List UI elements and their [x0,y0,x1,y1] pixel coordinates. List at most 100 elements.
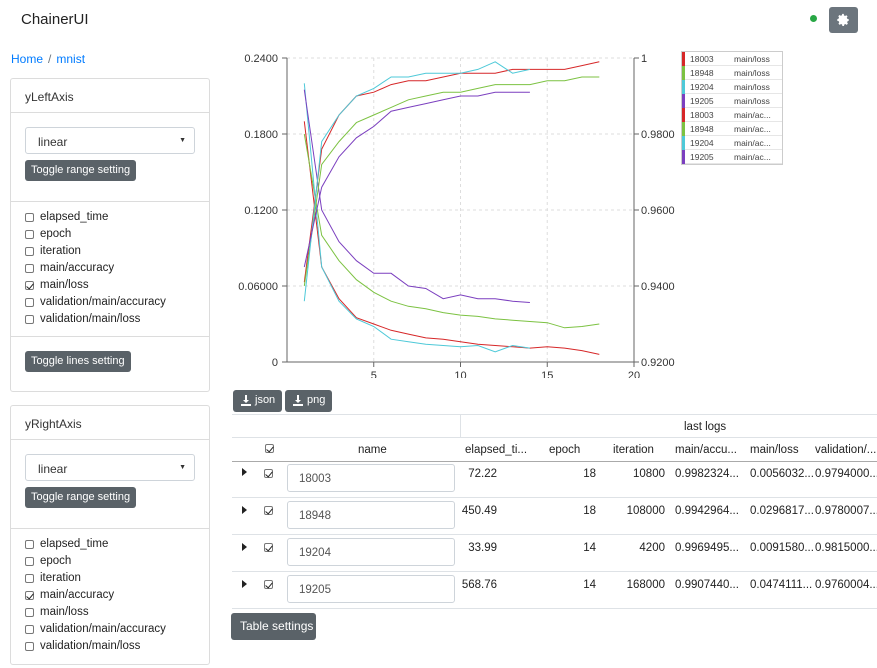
y-right-axis-key-list: elapsed_time epoch iteration main/accura… [11,528,209,668]
y-right-key-label: validation/main/accuracy [40,623,166,635]
last-logs-header: last logs [684,421,727,433]
y-right-key-validation-main-accuracy-checkbox[interactable] [25,625,34,634]
column-header-name[interactable]: name [358,444,387,456]
y-right-key-iteration-checkbox[interactable] [25,574,34,583]
result-name-input[interactable]: 18948 [287,501,455,529]
y-left-key-main-loss-checkbox[interactable] [25,281,34,290]
header-rule [232,437,877,438]
row-expand-caret-right-icon[interactable] [242,580,247,588]
row-select-checkbox[interactable] [264,469,273,478]
y-right-key-main-loss-checkbox[interactable] [25,608,34,617]
result-name-input[interactable]: 19204 [287,538,455,566]
legend-item[interactable]: 19205 main/loss [682,94,782,108]
column-header-main-loss[interactable]: main/loss [750,444,799,456]
column-header-main-accuracy[interactable]: main/accu... [675,444,737,456]
y-left-toggle-range-button[interactable]: Toggle range setting [25,160,137,181]
column-header-validation[interactable]: validation/... [815,444,877,456]
y-left-key-elapsed-time-checkbox[interactable] [25,213,34,222]
series-line-19204-main-accuracy [303,61,531,302]
row-rule [232,571,877,572]
cell-validation: 0.9780007... [815,505,877,517]
cell-epoch: 14 [583,542,596,554]
y-right-key-elapsed-time-checkbox[interactable] [25,540,34,549]
cell-validation: 0.9794000... [815,468,877,480]
y-left-key-main-accuracy-checkbox[interactable] [25,264,34,273]
legend-swatch [682,94,685,108]
x-tick-label: 20 [628,370,640,378]
cell-epoch: 18 [583,468,596,480]
app-title[interactable]: ChainerUI [21,11,89,28]
column-header-iteration[interactable]: iteration [613,444,654,456]
settings-button[interactable] [829,7,858,33]
row-select-checkbox[interactable] [264,580,273,589]
x-tick-label: 5 [371,370,377,378]
y-right-tick-label: 0.9400 [641,281,675,293]
result-name-input[interactable]: 19205 [287,575,455,603]
y-left-key-iteration-checkbox[interactable] [25,247,34,256]
legend-item[interactable]: 19204 main/loss [682,80,782,94]
legend-result-id: 19205 [690,152,714,162]
legend-item[interactable]: 19205 main/ac... [682,150,782,164]
chart-legend: 18003 main/loss 18948 main/loss 19204 main/lo… [681,51,783,165]
legend-result-id: 19204 [690,82,714,92]
y-right-axis-scale-select[interactable]: linear ▼ [25,454,195,481]
column-header-elapsed-time[interactable]: elapsed_ti... [465,444,528,456]
y-right-key-label: main/loss [40,606,89,618]
y-right-key-label: validation/main/loss [40,640,141,652]
y-left-axis-scale-value: linear [38,135,68,149]
y-right-key-main-accuracy-checkbox[interactable] [25,591,34,600]
cell-main-accuracy: 0.9969495... [675,542,739,554]
cell-main-loss: 0.0474111... [750,579,813,591]
line-chart[interactable]: 0 0.06000 0.1200 0.1800 0.2400 5 10 15 200.9200 0… [232,48,802,382]
y-left-toggle-lines-button[interactable]: Toggle lines setting [25,351,131,372]
download-json-button[interactable]: json [233,390,283,412]
series-line-19205-main-loss [303,89,530,303]
series-line-19205-main-accuracy [303,91,530,268]
header-divider [460,415,461,437]
cell-elapsed: 33.99 [468,542,497,554]
y-right-tick-label: 1 [641,53,647,65]
y-right-toggle-range-button[interactable]: Toggle range setting [25,487,137,508]
y-left-key-label: validation/main/accuracy [40,296,166,308]
breadcrumb-separator: / [48,52,52,66]
row-expand-caret-right-icon[interactable] [242,506,247,514]
y-right-key-label: elapsed_time [40,538,109,550]
cell-elapsed: 568.76 [461,579,497,591]
legend-item[interactable]: 18003 main/ac... [682,108,782,122]
select-all-checkbox[interactable] [265,444,274,453]
y-left-key-epoch-checkbox[interactable] [25,230,34,239]
row-select-checkbox[interactable] [264,543,273,552]
cell-main-accuracy: 0.9982324... [675,468,739,480]
chevron-down-icon: ▼ [179,137,186,144]
download-png-button[interactable]: png [285,390,333,412]
chart-area: 0 0.06000 0.1200 0.1800 0.2400 5 10 15 20 0.9200 0… [232,48,802,382]
y-left-axis-scale-select[interactable]: linear ▼ [25,127,195,154]
y-right-key-epoch-checkbox[interactable] [25,557,34,566]
y-left-key-validation-main-accuracy-checkbox[interactable] [25,298,34,307]
breadcrumb-current-link[interactable]: mnist [56,52,86,66]
breadcrumb-home-link[interactable]: Home [11,52,44,66]
x-tick-label: 10 [454,370,466,378]
row-expand-caret-right-icon[interactable] [242,468,247,476]
y-left-key-label: epoch [40,228,72,240]
legend-item[interactable]: 18948 main/ac... [682,122,782,136]
row-expand-caret-right-icon[interactable] [242,543,247,551]
header-bottom-rule [232,461,877,462]
y-right-key-validation-main-loss-checkbox[interactable] [25,642,34,651]
legend-item[interactable]: 19204 main/ac... [682,136,782,150]
legend-item[interactable]: 18948 main/loss [682,66,782,80]
y-right-key-label: epoch [40,555,72,567]
cell-elapsed: 450.49 [461,505,497,517]
legend-item[interactable]: 18003 main/loss [682,52,782,66]
column-header-epoch[interactable]: epoch [549,444,581,456]
result-name-input[interactable]: 18003 [287,464,455,492]
row-select-checkbox[interactable] [264,506,273,515]
y-right-axis-scale-value: linear [38,462,68,476]
legend-key: main/loss [734,68,770,78]
y-left-key-validation-main-loss-checkbox[interactable] [25,315,34,324]
download-png-label: png [307,394,326,406]
y-left-axis-key-list: elapsed_time epoch iteration main/accura… [11,201,209,337]
table-settings-button[interactable]: Table settings [231,613,316,640]
cell-epoch: 14 [583,579,596,591]
cell-iteration: 108000 [626,505,665,517]
